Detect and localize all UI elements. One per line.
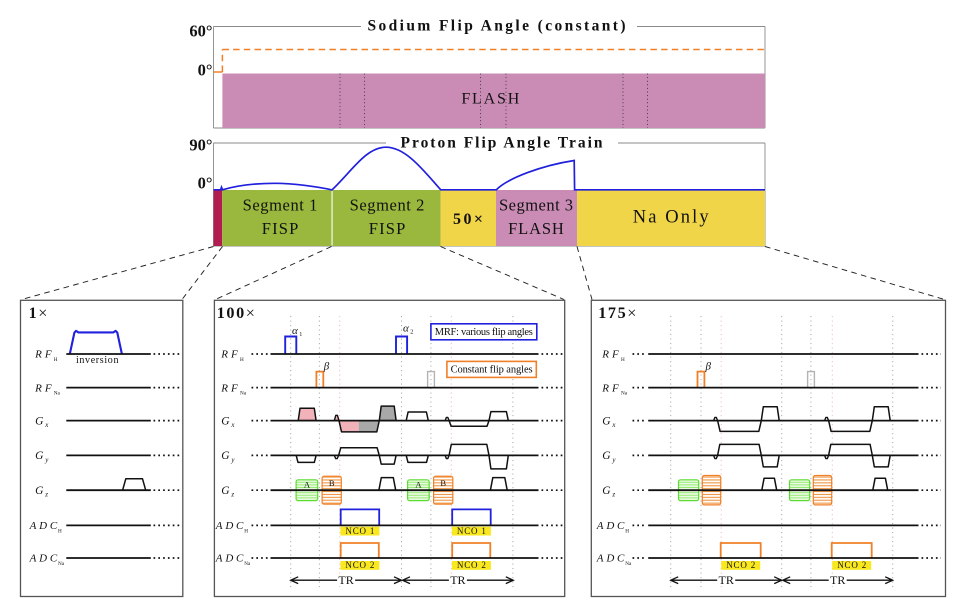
svg-text:x: x xyxy=(44,421,49,429)
svg-text:Segment 3: Segment 3 xyxy=(499,196,573,215)
svg-text:x: x xyxy=(230,421,235,429)
svg-text:FLASH: FLASH xyxy=(461,91,519,108)
svg-text:H: H xyxy=(54,357,58,363)
svg-text:Na: Na xyxy=(240,391,247,397)
svg-text:90°: 90° xyxy=(189,136,212,155)
svg-text:Sodium Flip Angle (constant): Sodium Flip Angle (constant) xyxy=(368,17,626,34)
svg-text:NCO 2: NCO 2 xyxy=(837,560,866,570)
svg-text:2: 2 xyxy=(410,328,413,335)
svg-text:0°: 0° xyxy=(198,174,213,193)
svg-text:ADC: ADC xyxy=(596,553,627,565)
svg-text:G: G xyxy=(35,450,44,462)
svg-text:0°: 0° xyxy=(198,61,213,80)
svg-text:G: G xyxy=(602,415,611,427)
svg-text:Segment 2: Segment 2 xyxy=(350,196,425,215)
svg-text:Na: Na xyxy=(621,391,628,397)
svg-text:RF: RF xyxy=(220,382,240,394)
svg-text:NCO 1: NCO 1 xyxy=(345,526,374,536)
svg-text:G: G xyxy=(221,450,230,462)
svg-text:NCO 2: NCO 2 xyxy=(345,560,374,570)
svg-text:TR: TR xyxy=(338,573,353,587)
svg-text:FISP: FISP xyxy=(262,219,299,238)
svg-text:inversion: inversion xyxy=(76,355,119,366)
svg-text:Na: Na xyxy=(54,391,61,397)
svg-text:1×: 1× xyxy=(29,304,49,322)
svg-text:α: α xyxy=(403,323,409,335)
svg-text:y: y xyxy=(44,456,49,464)
svg-text:G: G xyxy=(35,485,44,497)
svg-text:z: z xyxy=(44,491,48,499)
svg-text:RF: RF xyxy=(601,382,621,394)
svg-text:z: z xyxy=(230,491,234,499)
svg-text:NCO 2: NCO 2 xyxy=(457,560,486,570)
svg-text:ADC: ADC xyxy=(215,520,246,532)
svg-text:G: G xyxy=(602,450,611,462)
svg-text:TR: TR xyxy=(450,573,465,587)
svg-text:NCO 2: NCO 2 xyxy=(726,560,755,570)
svg-text:x: x xyxy=(611,421,616,429)
svg-text:B: B xyxy=(440,478,446,488)
svg-text:G: G xyxy=(221,415,230,427)
svg-text:H: H xyxy=(621,357,625,363)
svg-text:H: H xyxy=(58,528,62,534)
svg-text:1: 1 xyxy=(299,331,302,338)
svg-text:MRF: various flip angles: MRF: various flip angles xyxy=(435,327,533,338)
svg-text:H: H xyxy=(244,528,248,534)
svg-text:G: G xyxy=(602,485,611,497)
svg-text:β: β xyxy=(705,361,712,373)
svg-text:175×: 175× xyxy=(598,304,638,322)
svg-text:60°: 60° xyxy=(189,22,212,41)
svg-text:RF: RF xyxy=(34,382,54,394)
svg-text:ADC: ADC xyxy=(29,553,60,565)
svg-text:Na: Na xyxy=(58,561,65,567)
svg-text:100×: 100× xyxy=(217,304,257,322)
svg-text:y: y xyxy=(611,456,616,464)
svg-text:Na: Na xyxy=(625,561,632,567)
svg-text:Na: Na xyxy=(244,561,251,567)
svg-text:G: G xyxy=(221,485,230,497)
svg-text:50×: 50× xyxy=(453,211,483,228)
svg-text:RF: RF xyxy=(601,349,621,361)
svg-text:H: H xyxy=(240,357,244,363)
svg-text:α: α xyxy=(292,325,298,337)
svg-text:FLASH: FLASH xyxy=(508,219,564,238)
svg-text:ADC: ADC xyxy=(596,520,627,532)
svg-text:z: z xyxy=(611,491,615,499)
svg-text:TR: TR xyxy=(719,573,734,587)
svg-text:FISP: FISP xyxy=(369,219,406,238)
svg-text:B: B xyxy=(329,478,335,488)
svg-text:TR: TR xyxy=(830,573,845,587)
svg-text:G: G xyxy=(35,415,44,427)
svg-text:RF: RF xyxy=(220,349,240,361)
svg-text:NCO 1: NCO 1 xyxy=(457,526,486,536)
svg-text:A: A xyxy=(415,479,422,489)
svg-text:Constant flip angles: Constant flip angles xyxy=(451,365,533,376)
svg-text:β: β xyxy=(323,361,330,373)
svg-text:ADC: ADC xyxy=(29,520,60,532)
svg-text:H: H xyxy=(625,528,629,534)
svg-text:RF: RF xyxy=(34,349,54,361)
svg-text:A: A xyxy=(304,479,311,489)
svg-text:y: y xyxy=(230,456,235,464)
svg-text:Segment 1: Segment 1 xyxy=(243,196,318,215)
svg-text:ADC: ADC xyxy=(215,553,246,565)
